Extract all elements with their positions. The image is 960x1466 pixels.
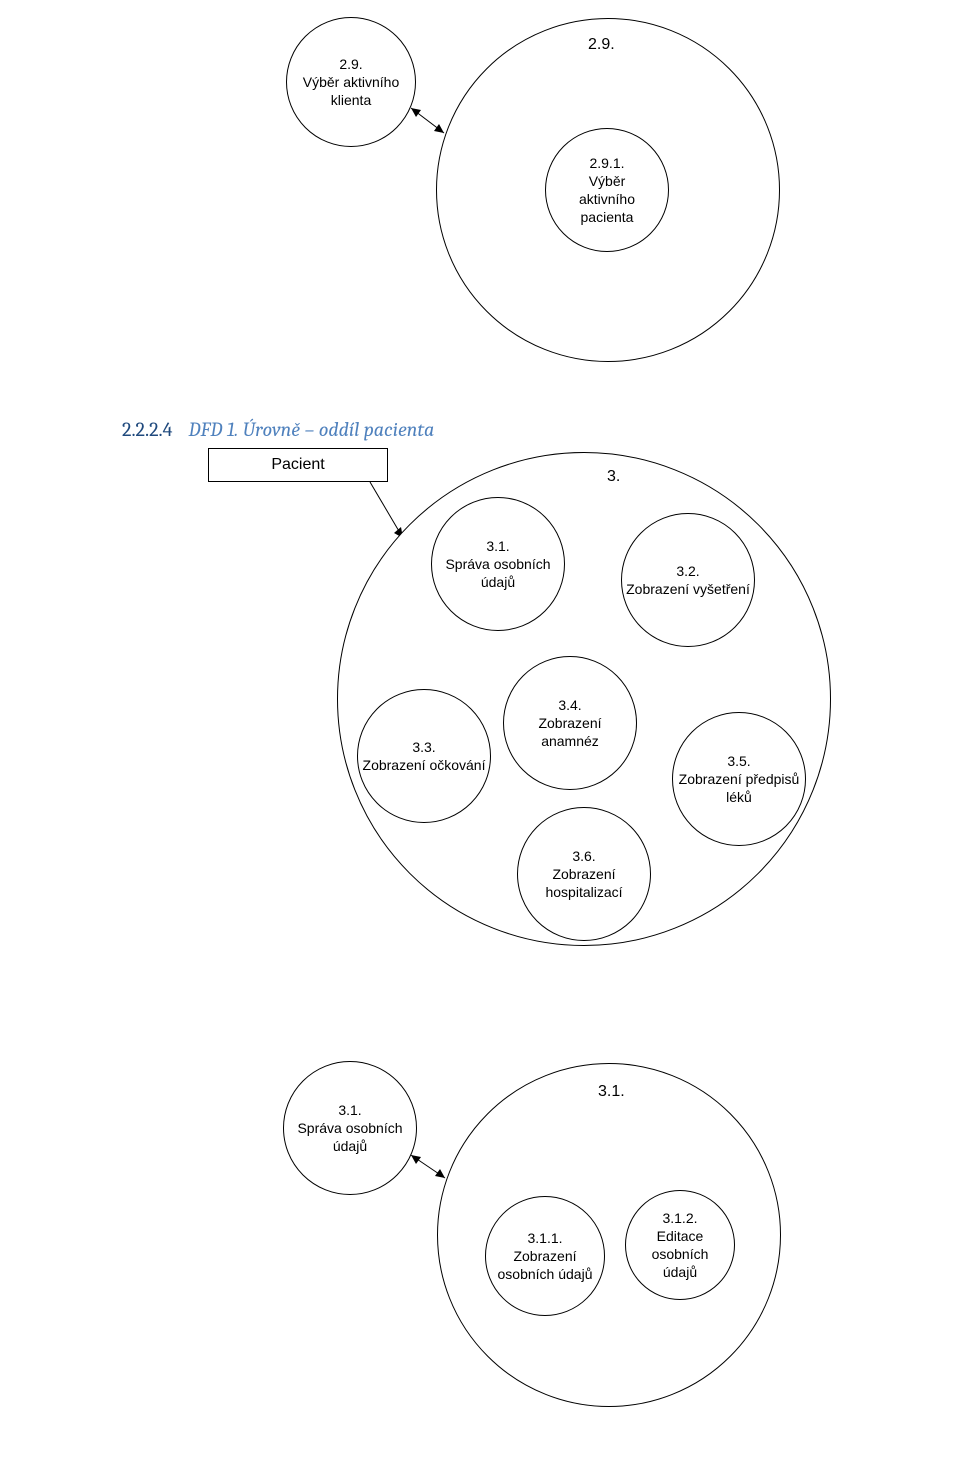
big-circle-2-9-label: 2.9. [588, 36, 615, 54]
node-3-1-outer: 3.1.Správa osobníchúdajů [283, 1061, 417, 1195]
node-3-1-1-text: 3.1.1.Zobrazeníosobních údajů [494, 1225, 597, 1288]
rect-pacient: Pacient [208, 448, 388, 482]
node-3-1-1: 3.1.1.Zobrazeníosobních údajů [485, 1196, 605, 1316]
heading-number: 2.2.2.4 [122, 418, 173, 441]
node-3-5-text: 3.5.Zobrazení předpisůléků [675, 748, 804, 811]
rect-pacient-label: Pacient [271, 456, 324, 474]
node-3-3-text: 3.3.Zobrazení očkování [359, 734, 490, 778]
big-circle-3-label: 3. [607, 468, 620, 486]
node-2-9-1: 2.9.1.Výběraktivníhopacienta [545, 128, 669, 252]
node-3-1: 3.1.Správa osobníchúdajů [431, 497, 565, 631]
node-3-1-outer-text: 3.1.Správa osobníchúdajů [293, 1097, 406, 1160]
node-3-4-text: 3.4.Zobrazení anamnéz [504, 692, 636, 755]
node-3-1-2-text: 3.1.2.Editaceosobníchúdajů [648, 1205, 713, 1286]
arrow-pacient [370, 482, 403, 538]
node-3-1-2: 3.1.2.Editaceosobníchúdajů [625, 1190, 735, 1300]
arrow-2-9 [411, 108, 444, 133]
node-3-2-text: 3.2.Zobrazení vyšetření [622, 558, 754, 602]
node-2-9-text: 2.9.Výběr aktivníhoklienta [299, 51, 404, 114]
node-3-4: 3.4.Zobrazení anamnéz [503, 656, 637, 790]
node-2-9: 2.9.Výběr aktivníhoklienta [286, 17, 416, 147]
section-heading: 2.2.2.4 DFD 1. Úrovně – oddíl pacienta [122, 418, 434, 441]
arrow-3-1 [411, 1155, 445, 1178]
node-2-9-1-text: 2.9.1.Výběraktivníhopacienta [575, 150, 639, 231]
node-3-6: 3.6.Zobrazeníhospitalizací [517, 807, 651, 941]
node-3-5: 3.5.Zobrazení předpisůléků [672, 712, 806, 846]
node-3-2: 3.2.Zobrazení vyšetření [621, 513, 755, 647]
node-3-1-text: 3.1.Správa osobníchúdajů [441, 533, 554, 596]
page: 2.9. 2.9.Výběr aktivníhoklienta 2.9.1.Vý… [0, 0, 960, 1466]
node-3-3: 3.3.Zobrazení očkování [357, 689, 491, 823]
node-3-6-text: 3.6.Zobrazeníhospitalizací [541, 843, 626, 906]
heading-text: DFD 1. Úrovně – oddíl pacienta [189, 418, 435, 441]
big-circle-3-1-label: 3.1. [598, 1083, 625, 1101]
